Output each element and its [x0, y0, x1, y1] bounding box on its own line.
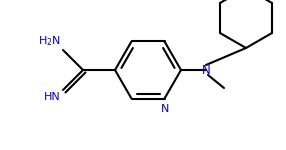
- Text: N: N: [161, 104, 170, 114]
- Text: H$_2$N: H$_2$N: [38, 34, 61, 48]
- Text: HN: HN: [44, 92, 61, 102]
- Text: N: N: [202, 63, 210, 76]
